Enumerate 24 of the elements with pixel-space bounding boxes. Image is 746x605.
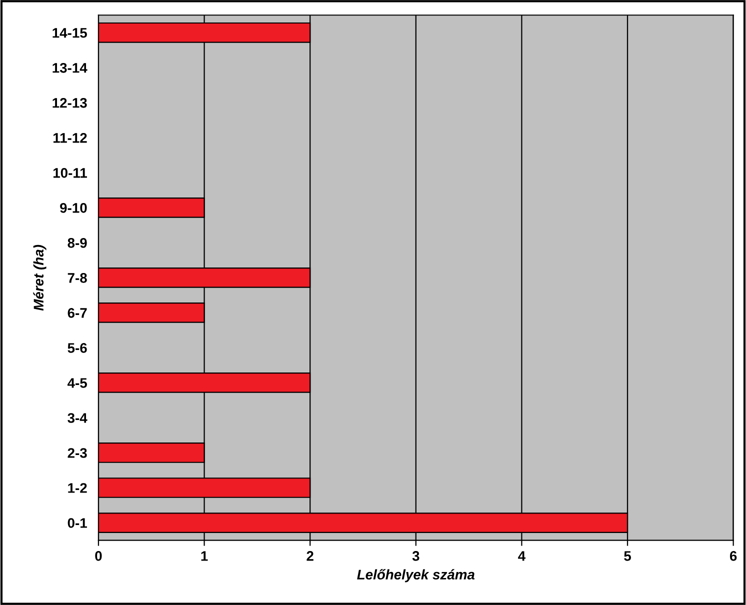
y-tick-label: 2-3 — [68, 448, 87, 458]
x-tick-label: 3 — [412, 551, 420, 561]
x-tick-label: 0 — [95, 551, 102, 561]
x-axis-title: Lelőhelyek száma — [357, 569, 475, 582]
y-tick-label: 8-9 — [68, 238, 87, 248]
y-tick-label: 9-10 — [60, 203, 87, 213]
x-tick-label: 6 — [730, 551, 737, 561]
y-tick-label: 0-1 — [68, 518, 87, 528]
y-tick-label: 1-2 — [68, 483, 87, 493]
x-tick-label: 1 — [201, 551, 208, 561]
y-tick-label: 11-12 — [53, 132, 87, 143]
y-tick-label: 10-11 — [53, 168, 87, 178]
y-axis-title: Méret (ha) — [33, 244, 46, 311]
y-tick-label: 12-13 — [52, 98, 87, 108]
x-tick-label: 4 — [518, 551, 526, 561]
y-tick-label: 7-8 — [68, 273, 87, 283]
y-tick-label: 3-4 — [68, 413, 88, 423]
y-tick-label: 4-5 — [68, 378, 87, 388]
y-tick-label: 6-7 — [68, 308, 87, 318]
y-tick-label: 14-15 — [52, 28, 87, 38]
x-tick-label: 5 — [624, 551, 631, 561]
y-tick-label: 13-14 — [52, 62, 88, 73]
y-tick-label: 5-6 — [68, 343, 87, 353]
x-tick-label: 2 — [306, 551, 314, 561]
